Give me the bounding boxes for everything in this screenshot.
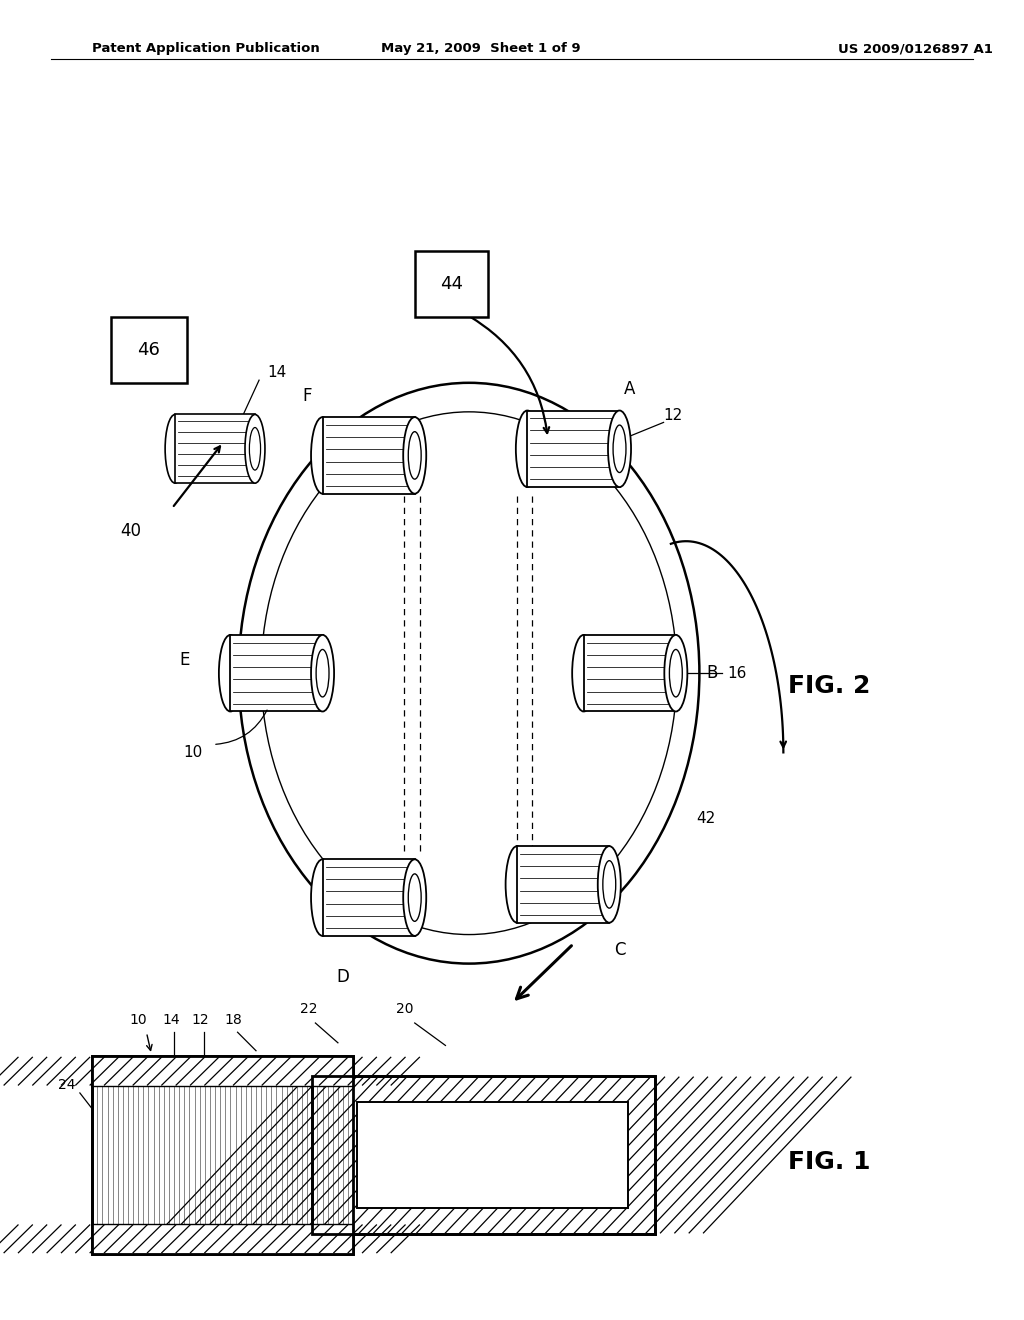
Bar: [92, 1056, 353, 1086]
Ellipse shape: [608, 411, 631, 487]
Bar: [584, 635, 676, 711]
Bar: [92, 1056, 353, 1254]
Ellipse shape: [165, 414, 185, 483]
Text: B: B: [706, 664, 718, 682]
Text: 40: 40: [121, 521, 141, 540]
Text: 10: 10: [183, 744, 202, 760]
Ellipse shape: [311, 635, 334, 711]
Text: 46: 46: [137, 341, 161, 359]
Text: A: A: [624, 380, 636, 399]
Ellipse shape: [311, 417, 334, 494]
Text: 14: 14: [267, 364, 286, 380]
Text: May 21, 2009  Sheet 1 of 9: May 21, 2009 Sheet 1 of 9: [382, 42, 581, 55]
Bar: [323, 859, 415, 936]
Text: F: F: [302, 387, 312, 405]
Text: 16: 16: [727, 665, 746, 681]
Text: FIG. 2: FIG. 2: [788, 675, 870, 698]
Bar: [312, 1076, 655, 1234]
Bar: [230, 635, 323, 711]
Bar: [415, 251, 488, 317]
Bar: [92, 1224, 353, 1254]
Text: D: D: [337, 968, 349, 986]
Text: 22: 22: [300, 1002, 318, 1016]
Text: C: C: [613, 941, 626, 960]
Text: 42: 42: [696, 810, 716, 826]
Bar: [111, 317, 187, 383]
Text: 20: 20: [395, 1002, 414, 1016]
Ellipse shape: [403, 417, 426, 494]
Text: 12: 12: [191, 1012, 210, 1027]
Text: 18: 18: [224, 1012, 243, 1027]
Ellipse shape: [598, 846, 621, 923]
Bar: [323, 417, 415, 494]
Bar: [357, 1102, 629, 1208]
Text: US 2009/0126897 A1: US 2009/0126897 A1: [839, 42, 993, 55]
Bar: [312, 1076, 655, 1234]
Ellipse shape: [311, 859, 334, 936]
Text: Patent Application Publication: Patent Application Publication: [92, 42, 319, 55]
Bar: [175, 414, 255, 483]
Ellipse shape: [245, 414, 265, 483]
Text: 44: 44: [440, 275, 463, 293]
Text: 14: 14: [162, 1012, 180, 1027]
Ellipse shape: [403, 859, 426, 936]
Ellipse shape: [516, 411, 539, 487]
Bar: [517, 846, 609, 923]
Ellipse shape: [506, 846, 528, 923]
Bar: [92, 1056, 353, 1254]
Text: 24: 24: [57, 1078, 76, 1092]
Text: 12: 12: [664, 408, 683, 424]
Text: E: E: [179, 651, 189, 669]
Ellipse shape: [572, 635, 595, 711]
Bar: [527, 411, 620, 487]
Ellipse shape: [665, 635, 687, 711]
Ellipse shape: [219, 635, 242, 711]
Text: 10: 10: [129, 1012, 147, 1027]
Text: FIG. 1: FIG. 1: [788, 1150, 871, 1173]
